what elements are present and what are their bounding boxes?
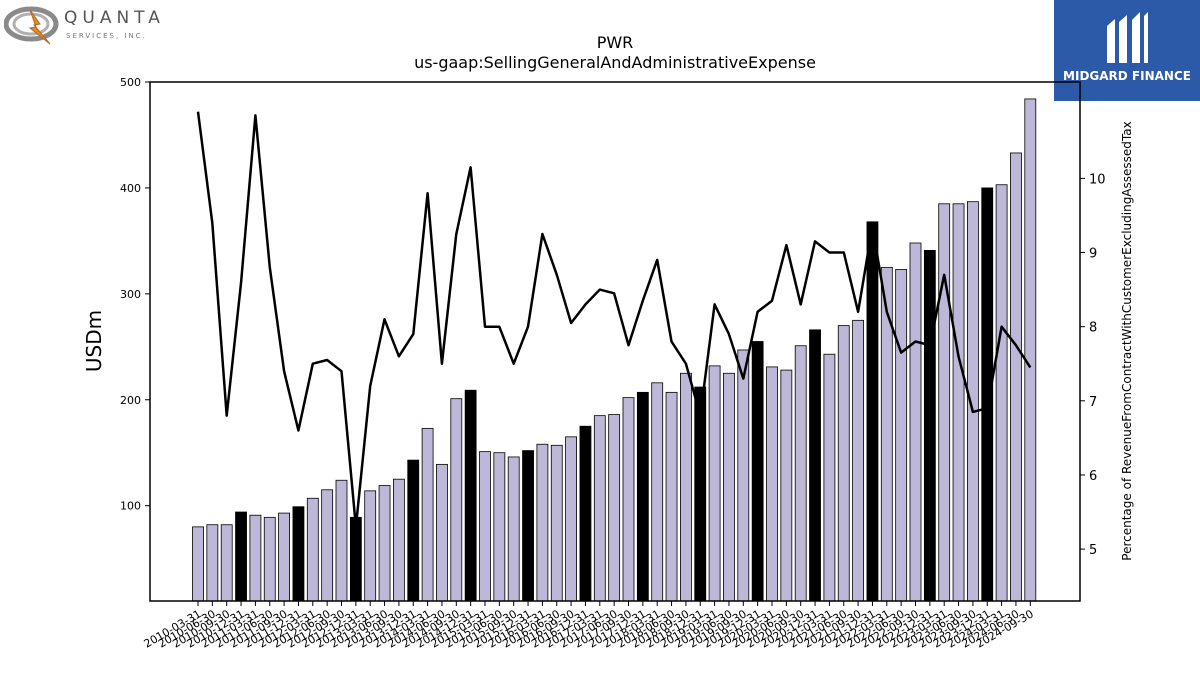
- bar: [866, 221, 879, 602]
- y2-tick-label: 10: [1089, 172, 1106, 187]
- bar: [708, 365, 721, 602]
- bar: [1024, 98, 1037, 602]
- bar: [249, 514, 262, 602]
- y2-tick-label: 6: [1089, 469, 1097, 484]
- bar: [694, 386, 707, 602]
- bar: [479, 451, 491, 602]
- bar: [593, 415, 606, 602]
- midgard-finance-logo: MIDGARD FINANCE: [1054, 0, 1200, 101]
- bar: [378, 485, 391, 602]
- quanta-logo-mark-icon: [3, 6, 59, 45]
- bar: [995, 184, 1008, 602]
- bar: [651, 382, 664, 602]
- bar: [981, 187, 994, 602]
- bar: [1010, 152, 1022, 602]
- bar: [392, 478, 405, 602]
- bar: [220, 524, 233, 602]
- bar: [278, 512, 291, 602]
- bar: [952, 203, 965, 602]
- bar: [550, 444, 563, 602]
- bar: [364, 490, 377, 602]
- y2-axis-label: Percentage of RevenueFromContractWithCus…: [1120, 121, 1134, 560]
- bar: [321, 489, 334, 602]
- bar: [737, 349, 750, 602]
- y2-tick-label: 7: [1089, 395, 1097, 410]
- plot-frame: [149, 81, 1081, 602]
- y-axis-label: USDm: [82, 310, 106, 372]
- y-tick-label: 300: [120, 288, 141, 301]
- quanta-logo-name: QUANTA: [64, 8, 165, 28]
- bar: [837, 325, 850, 602]
- bar: [608, 414, 621, 602]
- y-tick-label: 200: [120, 394, 141, 407]
- bar: [536, 443, 549, 602]
- chart-subtitle: us-gaap:SellingGeneralAndAdministrativeE…: [414, 53, 816, 72]
- bar: [895, 269, 908, 602]
- bar: [493, 452, 506, 602]
- midgard-finance-mark-icon: [1107, 12, 1148, 63]
- bar: [680, 372, 692, 602]
- bar: [464, 389, 477, 602]
- bar: [622, 397, 635, 602]
- bar: [263, 516, 276, 602]
- bar: [192, 526, 204, 602]
- y2-tick-label: 8: [1089, 321, 1097, 336]
- bar: [751, 341, 764, 602]
- bar: [436, 463, 448, 602]
- bar: [507, 456, 520, 602]
- bar: [235, 511, 247, 602]
- bar: [723, 372, 735, 602]
- bar-series: [192, 98, 1037, 602]
- series-line: [196, 111, 1032, 529]
- bar: [565, 436, 577, 602]
- bar: [636, 391, 649, 602]
- y-tick-label: 500: [120, 76, 141, 89]
- bar: [809, 329, 821, 602]
- bar: [823, 353, 836, 602]
- bar: [780, 369, 793, 602]
- bar: [880, 266, 893, 602]
- y2-tick-label: 9: [1089, 247, 1097, 262]
- y2-tick-label: 5: [1089, 543, 1097, 558]
- bar: [349, 516, 362, 602]
- bar: [938, 203, 951, 602]
- bar: [579, 425, 592, 602]
- bar: [909, 242, 922, 602]
- bar: [450, 398, 463, 602]
- y-tick-label: 400: [120, 182, 141, 195]
- bar: [292, 506, 305, 602]
- chart-title: PWR: [597, 33, 634, 52]
- bar: [794, 345, 807, 602]
- bar: [306, 497, 319, 602]
- bar: [923, 250, 936, 602]
- bar: [206, 524, 219, 602]
- midgard-finance-logo-name: MIDGARD FINANCE: [1063, 69, 1191, 83]
- bar: [852, 319, 864, 602]
- quanta-logo-subtitle: SERVICES, INC.: [66, 32, 147, 40]
- bar: [421, 427, 434, 602]
- bar: [407, 459, 420, 602]
- quanta-logo: QUANTA SERVICES, INC.: [3, 4, 165, 50]
- bar: [335, 479, 348, 602]
- bar: [665, 391, 678, 602]
- bar: [522, 450, 534, 602]
- line-series: [196, 111, 1032, 529]
- bar: [766, 366, 778, 602]
- y-tick-label: 100: [120, 500, 141, 513]
